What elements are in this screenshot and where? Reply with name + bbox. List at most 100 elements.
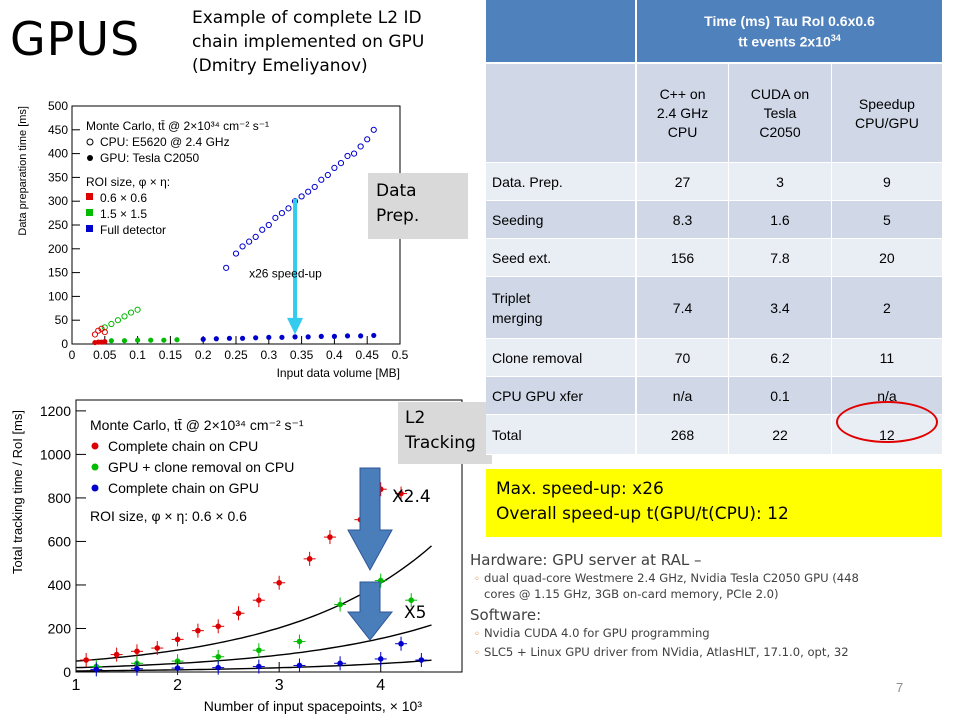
data-point — [256, 647, 262, 654]
data-point — [154, 645, 161, 651]
data-point — [98, 325, 105, 332]
max-speedup-text: Max. speed-up: x26 — [496, 479, 664, 499]
data-point — [306, 556, 313, 562]
data-point — [101, 329, 108, 336]
column-header-line: Speedup — [858, 95, 915, 112]
data-point — [344, 333, 351, 339]
y-tick-label: 250 — [48, 218, 68, 232]
data-point — [331, 164, 338, 171]
page-number: 7 — [896, 680, 904, 695]
software-heading: Software: — [470, 606, 542, 624]
data-point — [357, 143, 364, 150]
data-point — [272, 214, 279, 221]
column-header-line: C2050 — [759, 124, 801, 140]
cell-speedup: 9 — [830, 162, 942, 201]
column-header-line: CPU — [667, 124, 698, 140]
data-point — [161, 337, 167, 343]
data-point — [311, 183, 318, 191]
data-point — [91, 331, 99, 338]
legend-label: GPU: Tesla C2050 — [100, 151, 199, 165]
data-point — [331, 333, 337, 339]
legend-marker-square — [86, 225, 93, 232]
y-axis-label: Total tracking time / RoI [ms] — [10, 410, 25, 574]
slide-subtitle: Example of complete L2 ID chain implemen… — [192, 6, 482, 78]
data-point — [256, 597, 262, 603]
overall-speedup-text: Overall speed-up t(GPU/t(CPU): 12 — [496, 504, 789, 524]
y-tick-label: 200 — [48, 242, 68, 256]
data-point — [408, 597, 415, 603]
data-point — [358, 333, 364, 339]
data-point — [174, 665, 181, 671]
y-axis-label: Data preparation time [ms] — [17, 106, 29, 236]
data-point — [83, 657, 89, 663]
table-row: Seeding 8.3 1.6 5 — [486, 200, 942, 239]
data-point — [276, 579, 282, 586]
software-bullet-text: SLC5 + Linux GPU driver from NVidia, Atl… — [484, 645, 849, 659]
legend-marker — [91, 484, 99, 492]
subtitle-line: Example of complete L2 ID — [192, 8, 422, 28]
y-tick-label: 350 — [48, 170, 68, 184]
x-tick-label: 0.2 — [195, 348, 212, 362]
header-line2: tt events 2x1034 — [640, 33, 939, 50]
data-point — [364, 136, 371, 143]
column-header-line: C++ on — [659, 86, 706, 102]
x-tick-label: 0.1 — [129, 348, 146, 362]
y-tick-label: 300 — [48, 194, 68, 208]
row-label: Clone removal — [486, 338, 637, 377]
data-point — [108, 320, 115, 328]
legend-marker — [91, 442, 99, 450]
column-header-line: Tesla — [763, 105, 797, 121]
data-point — [93, 666, 100, 673]
speedup-factor-a: X2.4 — [392, 487, 431, 507]
cell-cuda: 3.4 — [728, 276, 832, 339]
x-tick-label: 3 — [275, 677, 284, 694]
legend-marker-square — [86, 193, 93, 200]
data-point — [344, 152, 351, 160]
hardware-software-notes: Hardware: GPU server at RAL – ◦ dual quad… — [470, 550, 890, 664]
data-point — [235, 610, 242, 617]
bullet-icon: ◦ — [474, 574, 480, 585]
data-point — [134, 665, 140, 672]
data-point — [337, 601, 343, 608]
y-tick-label: 1000 — [40, 446, 71, 462]
column-header-line: 2.4 GHz — [656, 105, 709, 121]
data-point — [215, 623, 222, 630]
cell-speedup: 2 — [830, 276, 942, 339]
software-bullet: ◦ SLC5 + Linux GPU driver from NVidia, At… — [470, 645, 890, 661]
data-point — [292, 334, 298, 340]
y-tick-label: 400 — [48, 577, 72, 593]
y-tick-label: 100 — [48, 289, 68, 303]
data-point — [370, 126, 377, 133]
row-label: Data. Prep. — [486, 162, 637, 201]
timing-table: Time (ms) Tau RoI 0.6x0.6 tt events 2x10… — [486, 0, 942, 455]
data-point — [285, 205, 292, 212]
data-point — [298, 193, 305, 200]
x-tick-label: 0 — [69, 348, 76, 362]
data-point — [324, 171, 331, 179]
y-tick-label: 50 — [55, 313, 69, 327]
data-point — [398, 640, 404, 647]
column-header-line: CUDA on — [750, 86, 810, 102]
data-point — [95, 327, 102, 334]
l2-tracking-line: L2 — [405, 408, 426, 428]
data-point — [337, 660, 343, 667]
speedup-factor-b: X5 — [404, 603, 427, 623]
column-header-cuda: CUDA on Tesla C2050 — [728, 63, 832, 163]
legend-title: Monte Carlo, tt̄ @ 2×10³⁴ cm⁻² s⁻¹ — [90, 417, 304, 433]
data-point — [134, 306, 141, 313]
data-point — [174, 337, 180, 343]
row-label: Triplet merging — [486, 276, 637, 339]
legend-roi-title: ROI size, φ × η: — [86, 175, 170, 189]
legend-label: Complete chain on CPU — [108, 438, 258, 454]
data-point — [113, 651, 120, 658]
plot-frame — [75, 399, 463, 673]
y-tick-label: 450 — [48, 123, 68, 137]
data-point — [296, 662, 303, 669]
cell-cuda: 0.1 — [728, 376, 832, 415]
row-label: Seeding — [486, 200, 637, 239]
data-point — [134, 648, 140, 655]
speedup-annotation: x26 speed-up — [249, 266, 322, 280]
speedup-arrowhead — [287, 317, 304, 335]
cell-speedup: 20 — [830, 238, 942, 277]
table-column-headers: C++ on 2.4 GHz CPU CUDA on Tesla C2050 S… — [486, 63, 942, 163]
